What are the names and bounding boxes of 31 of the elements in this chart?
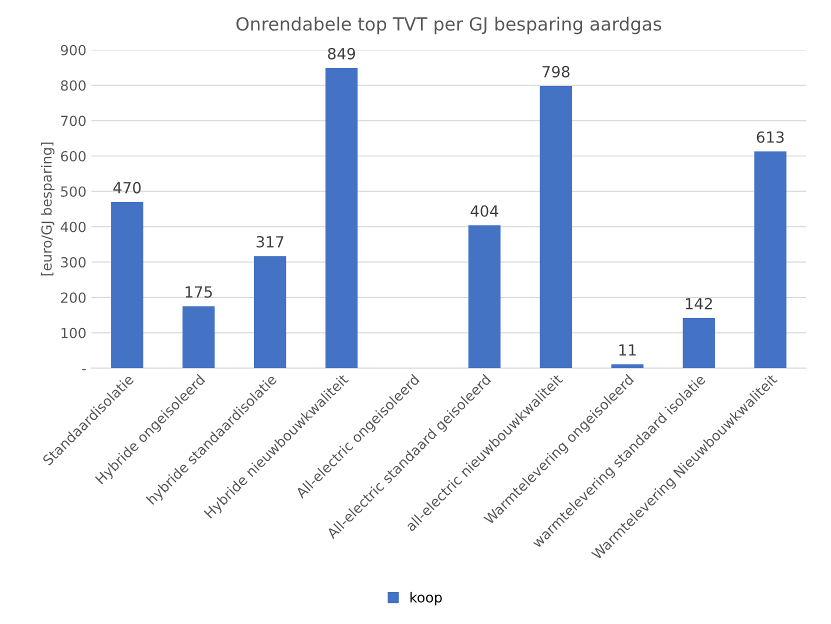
bar [540, 86, 572, 368]
y-tick-label: 200 [61, 292, 86, 303]
data-label: 404 [470, 205, 498, 217]
chart-title: Onrendabele top TVT per GJ besparing aardgas [236, 16, 662, 34]
bar [325, 68, 358, 368]
legend-label: koop [410, 592, 442, 606]
bar [468, 225, 501, 368]
y-tick-label: - [82, 369, 86, 370]
y-tick-label: 100 [62, 328, 86, 338]
data-label: 317 [256, 236, 284, 248]
y-tick-label: 500 [61, 186, 86, 197]
y-tick-label: 900 [60, 44, 86, 56]
data-label: 142 [686, 298, 712, 310]
y-tick-label: 300 [61, 257, 86, 268]
data-label: 470 [113, 182, 141, 194]
data-label: 849 [328, 48, 356, 60]
bar [254, 256, 286, 368]
data-label: 798 [542, 66, 570, 78]
bar [754, 151, 786, 368]
data-label: 11 [619, 344, 636, 356]
bar [182, 306, 215, 368]
y-tick-label: 700 [61, 116, 86, 126]
bar [111, 202, 144, 368]
y-tick-label: 600 [61, 150, 86, 162]
data-label: 175 [186, 286, 212, 298]
bar [682, 318, 715, 368]
y-tick-label: 400 [60, 222, 86, 232]
y-axis-title: [euro/GJ besparing] [41, 142, 54, 276]
y-tick-label: 800 [60, 80, 86, 91]
bar [611, 364, 644, 368]
data-label: 613 [756, 131, 784, 143]
